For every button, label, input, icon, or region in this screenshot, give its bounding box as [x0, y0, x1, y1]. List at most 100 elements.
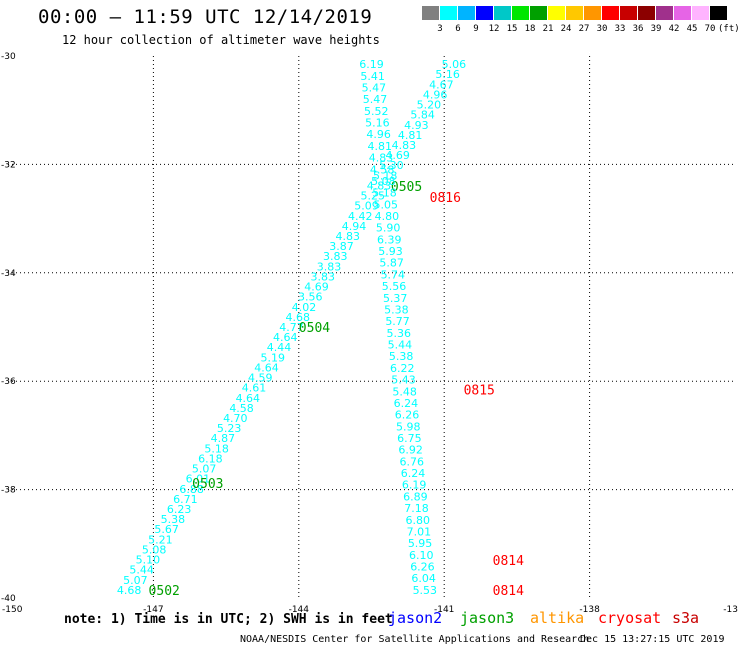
swh-value-label: 7.01 — [407, 525, 432, 538]
swh-value-label: 6.01 — [186, 473, 211, 486]
swh-value-label: 5.67 — [154, 523, 179, 536]
swh-value-label: 5.18 — [372, 187, 397, 200]
swh-value-label: 5.38 — [384, 303, 409, 316]
legend-label: 27 — [578, 24, 590, 34]
legend-swatch — [548, 6, 565, 20]
swh-value-label: 4.69 — [304, 281, 329, 294]
legend-label: 33 — [614, 24, 626, 34]
swh-value-label: 6.88 — [179, 483, 204, 496]
swh-value-label: 6.19 — [359, 58, 384, 71]
swh-value-label: 5.98 — [396, 420, 421, 433]
swh-value-label: 6.26 — [395, 409, 420, 422]
legend-label: 9 — [473, 24, 479, 34]
pass-time-label: 0505 — [391, 180, 422, 195]
swh-value-label: 5.05 — [373, 198, 398, 211]
swh-value-label: 3.83 — [317, 260, 342, 273]
swh-value-label: 5.20 — [417, 99, 442, 112]
legend-label: 6 — [455, 24, 461, 34]
y-tick-label: -36 — [1, 377, 16, 387]
swh-value-label: 4.94 — [342, 220, 367, 233]
swh-value-label: 4.58 — [229, 402, 254, 415]
swh-value-label: 5.47 — [363, 93, 388, 106]
swh-value-label: 5.19 — [261, 351, 286, 364]
swh-value-label: 4.80 — [375, 210, 400, 223]
swh-value-label: 4.64 — [254, 361, 279, 374]
swh-value-label: 3.87 — [329, 240, 354, 253]
satellite-s3a: s3a — [672, 609, 700, 627]
swh-value-label: 4.44 — [267, 341, 292, 354]
swh-value-label: 5.38 — [389, 350, 414, 363]
swh-value-label: 5.56 — [382, 280, 407, 293]
swh-value-label: 4.68 — [286, 311, 311, 324]
swh-value-label: 5.09 — [354, 200, 379, 213]
swh-value-label: 6.10 — [409, 549, 434, 562]
legend-label: 24 — [560, 24, 572, 34]
swh-value-label: 4.59 — [248, 372, 273, 385]
swh-value-label: 6.24 — [401, 467, 426, 480]
swh-value-label: 3.83 — [323, 250, 348, 263]
swh-value-label: 6.04 — [411, 572, 436, 585]
swh-value-label: 4.68 — [117, 584, 142, 597]
swh-value-label: 3.56 — [298, 291, 323, 304]
chart-subtitle: 12 hour collection of altimeter wave hei… — [62, 33, 380, 47]
swh-value-label: 5.53 — [413, 584, 438, 597]
swh-value-label: 5.18 — [204, 442, 229, 455]
swh-value-label: 5.25 — [360, 190, 385, 203]
legend-swatch — [494, 6, 511, 20]
swh-value-label: 6.26 — [410, 561, 435, 574]
swh-value-label: 5.18 — [373, 169, 398, 182]
legend-label: 36 — [632, 24, 644, 34]
swh-value-label: 6.24 — [394, 397, 419, 410]
x-tick-label: -144 — [289, 605, 310, 615]
swh-value-label: 6.75 — [397, 432, 422, 445]
satellite-altika: altika — [530, 609, 585, 627]
legend-label: 18 — [524, 24, 536, 34]
swh-value-label: 4.61 — [242, 382, 267, 395]
swh-value-label: 5.44 — [129, 564, 154, 577]
swh-value-label: 4.58 — [370, 163, 395, 176]
legend-swatch — [566, 6, 583, 20]
legend-swatch — [476, 6, 493, 20]
legend-swatch — [602, 6, 619, 20]
swh-value-label: 5.16 — [435, 68, 460, 81]
swh-value-label: 7.18 — [404, 502, 429, 515]
swh-value-label: 6.71 — [173, 493, 198, 506]
swh-value-label: 6.89 — [403, 490, 428, 503]
pass-time-label: 0816 — [430, 191, 461, 206]
swh-value-label: 4.70 — [223, 412, 248, 425]
swh-value-label: 5.07 — [123, 574, 148, 587]
swh-value-label: 5.07 — [192, 463, 217, 476]
swh-value-label: 4.42 — [348, 210, 373, 223]
swh-value-label: 5.21 — [148, 533, 173, 546]
swh-value-label: 4.02 — [292, 301, 317, 314]
y-tick-label: -32 — [1, 160, 16, 170]
swh-value-label: 4.93 — [404, 119, 429, 132]
legend-swatch — [458, 6, 475, 20]
x-tick-label: -147 — [143, 605, 163, 615]
swh-value-label: 4.83 — [392, 139, 417, 152]
swh-value-label: 6.23 — [167, 503, 192, 516]
legend-swatch — [422, 6, 439, 20]
legend-swatch — [530, 6, 547, 20]
swh-value-label: 4.96 — [423, 88, 448, 101]
y-tick-label: -30 — [1, 52, 16, 62]
swh-value-label: 3.83 — [311, 270, 336, 283]
swh-value-label: 6.76 — [400, 455, 425, 468]
legend-label: 39 — [650, 24, 662, 34]
swh-value-label: 4.77 — [279, 321, 304, 334]
pass-time-label: 0814 — [493, 584, 524, 599]
pass-time-label: 0503 — [192, 477, 223, 492]
pass-time-label: 0815 — [464, 383, 495, 398]
legend-label: 15 — [506, 24, 518, 34]
swh-value-label: 5.95 — [408, 537, 433, 550]
swh-value-label: 4.64 — [273, 331, 298, 344]
legend-swatch — [512, 6, 529, 20]
swh-value-label: 6.19 — [402, 479, 427, 492]
legend-label: 70 — [704, 24, 716, 34]
legend-swatch — [710, 6, 727, 20]
legend-swatch — [656, 6, 673, 20]
legend-label: 45 — [686, 24, 698, 34]
pass-time-label: 0814 — [493, 554, 524, 569]
